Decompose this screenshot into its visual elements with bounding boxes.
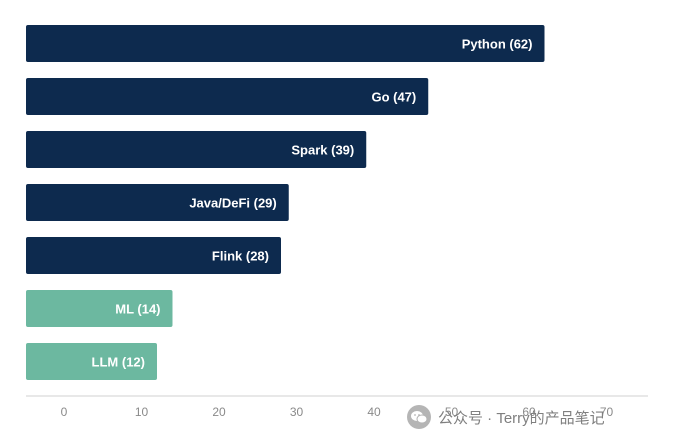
bar-spark [26,131,367,168]
wechat-icon [406,404,432,430]
bar-java-defi [26,184,289,221]
bars-group: Python (62) Go (47) Spark (39) Java/DeFi (2… [26,25,545,380]
bar-go [26,78,429,115]
x-tick-label: 30 [290,405,304,419]
x-tick-label: 60 [522,405,536,419]
watermark-text: 公众号 · Terry的产品笔记 [438,409,605,427]
x-tick-label: 20 [212,405,226,419]
bar-label: Java/DeFi (29) [189,196,276,211]
bar-flink [26,237,281,274]
x-tick-label: 50 [445,405,459,419]
bar-ml [26,290,173,327]
bar-llm [26,343,157,380]
x-tick-label: 0 [61,405,68,419]
bar-label: Flink (28) [212,249,269,264]
bar-label: Go (47) [371,90,416,105]
x-tick-label: 40 [367,405,381,419]
bar-label: Spark (39) [291,143,354,158]
bar-label: Python (62) [462,37,533,52]
watermark: 公众号 · Terry的产品笔记 [406,404,605,430]
bar-label: LLM (12) [92,355,145,370]
x-tick-label: 10 [135,405,149,419]
bar-python [26,25,545,62]
bar-label: ML (14) [115,302,160,317]
x-tick-label: 70 [600,405,614,419]
x-axis-ticks: 0 10 20 30 40 50 60 70 [61,405,614,419]
